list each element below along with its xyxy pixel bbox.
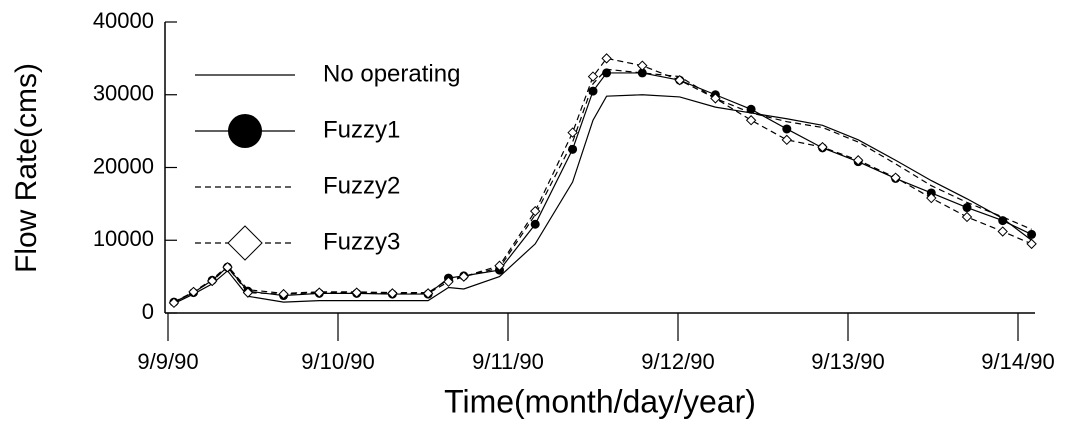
series-line bbox=[173, 68, 1032, 303]
marker bbox=[587, 71, 599, 82]
marker bbox=[817, 141, 828, 153]
legend-label: Fuzzy2 bbox=[323, 172, 400, 199]
marker bbox=[443, 276, 454, 287]
marker bbox=[674, 74, 685, 86]
marker bbox=[228, 114, 262, 148]
marker bbox=[961, 211, 973, 223]
marker bbox=[962, 203, 972, 213]
marker bbox=[242, 287, 254, 298]
marker bbox=[222, 261, 233, 273]
marker bbox=[1026, 238, 1037, 250]
marker bbox=[494, 260, 505, 271]
y-tick-label: 0 bbox=[142, 299, 154, 324]
marker bbox=[926, 192, 937, 204]
marker bbox=[530, 219, 540, 229]
x-tick-label: 9/9/90 bbox=[137, 349, 198, 374]
legend-label: No operating bbox=[323, 60, 460, 87]
marker bbox=[637, 60, 648, 71]
y-tick-label: 30000 bbox=[93, 81, 154, 106]
marker bbox=[206, 275, 218, 287]
marker bbox=[188, 286, 199, 298]
x-axis-label: Time(month/day/year) bbox=[444, 383, 756, 419]
x-tick-label: 9/14/90 bbox=[981, 349, 1054, 374]
x-tick-label: 9/12/90 bbox=[641, 349, 714, 374]
marker bbox=[567, 127, 578, 138]
marker bbox=[458, 271, 470, 282]
marker bbox=[781, 134, 793, 146]
series-line bbox=[173, 57, 1032, 304]
marker bbox=[314, 287, 325, 298]
marker bbox=[1027, 229, 1037, 239]
legend-label: Fuzzy3 bbox=[323, 228, 400, 255]
y-axis-label: Flow Rate(cms) bbox=[10, 63, 43, 273]
marker bbox=[168, 297, 180, 309]
marker bbox=[745, 115, 757, 126]
x-tick-label: 9/13/90 bbox=[811, 349, 884, 374]
marker bbox=[387, 288, 398, 299]
marker bbox=[997, 226, 1008, 237]
marker bbox=[852, 155, 864, 166]
y-tick-label: 20000 bbox=[93, 153, 154, 178]
marker bbox=[602, 68, 612, 78]
marker bbox=[278, 288, 289, 300]
x-tick-label: 9/10/90 bbox=[301, 349, 374, 374]
marker bbox=[227, 225, 263, 261]
series-line bbox=[173, 94, 1032, 305]
y-tick-label: 40000 bbox=[93, 8, 154, 33]
marker bbox=[637, 68, 647, 78]
marker bbox=[890, 172, 901, 183]
marker bbox=[529, 205, 541, 217]
marker bbox=[351, 287, 362, 298]
marker bbox=[422, 288, 434, 299]
series-line bbox=[173, 72, 1032, 303]
marker bbox=[782, 124, 792, 134]
legend-label: Fuzzy1 bbox=[323, 116, 400, 143]
marker bbox=[710, 93, 721, 104]
marker bbox=[998, 216, 1008, 226]
x-tick-label: 9/11/90 bbox=[472, 349, 544, 374]
marker bbox=[601, 53, 612, 64]
y-tick-label: 10000 bbox=[93, 226, 154, 251]
